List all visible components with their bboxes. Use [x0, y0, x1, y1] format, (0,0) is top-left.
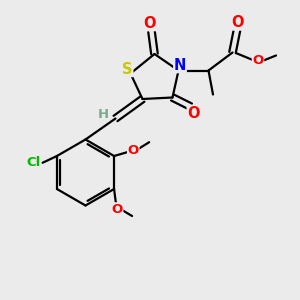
Text: Cl: Cl [26, 156, 40, 169]
Text: O: O [144, 16, 156, 31]
Text: S: S [122, 61, 133, 76]
Text: O: O [252, 54, 264, 68]
Text: O: O [231, 15, 243, 30]
Text: H: H [97, 108, 109, 122]
Text: O: O [187, 106, 200, 122]
Text: N: N [174, 58, 186, 73]
Text: O: O [128, 143, 139, 157]
Text: O: O [112, 203, 123, 216]
